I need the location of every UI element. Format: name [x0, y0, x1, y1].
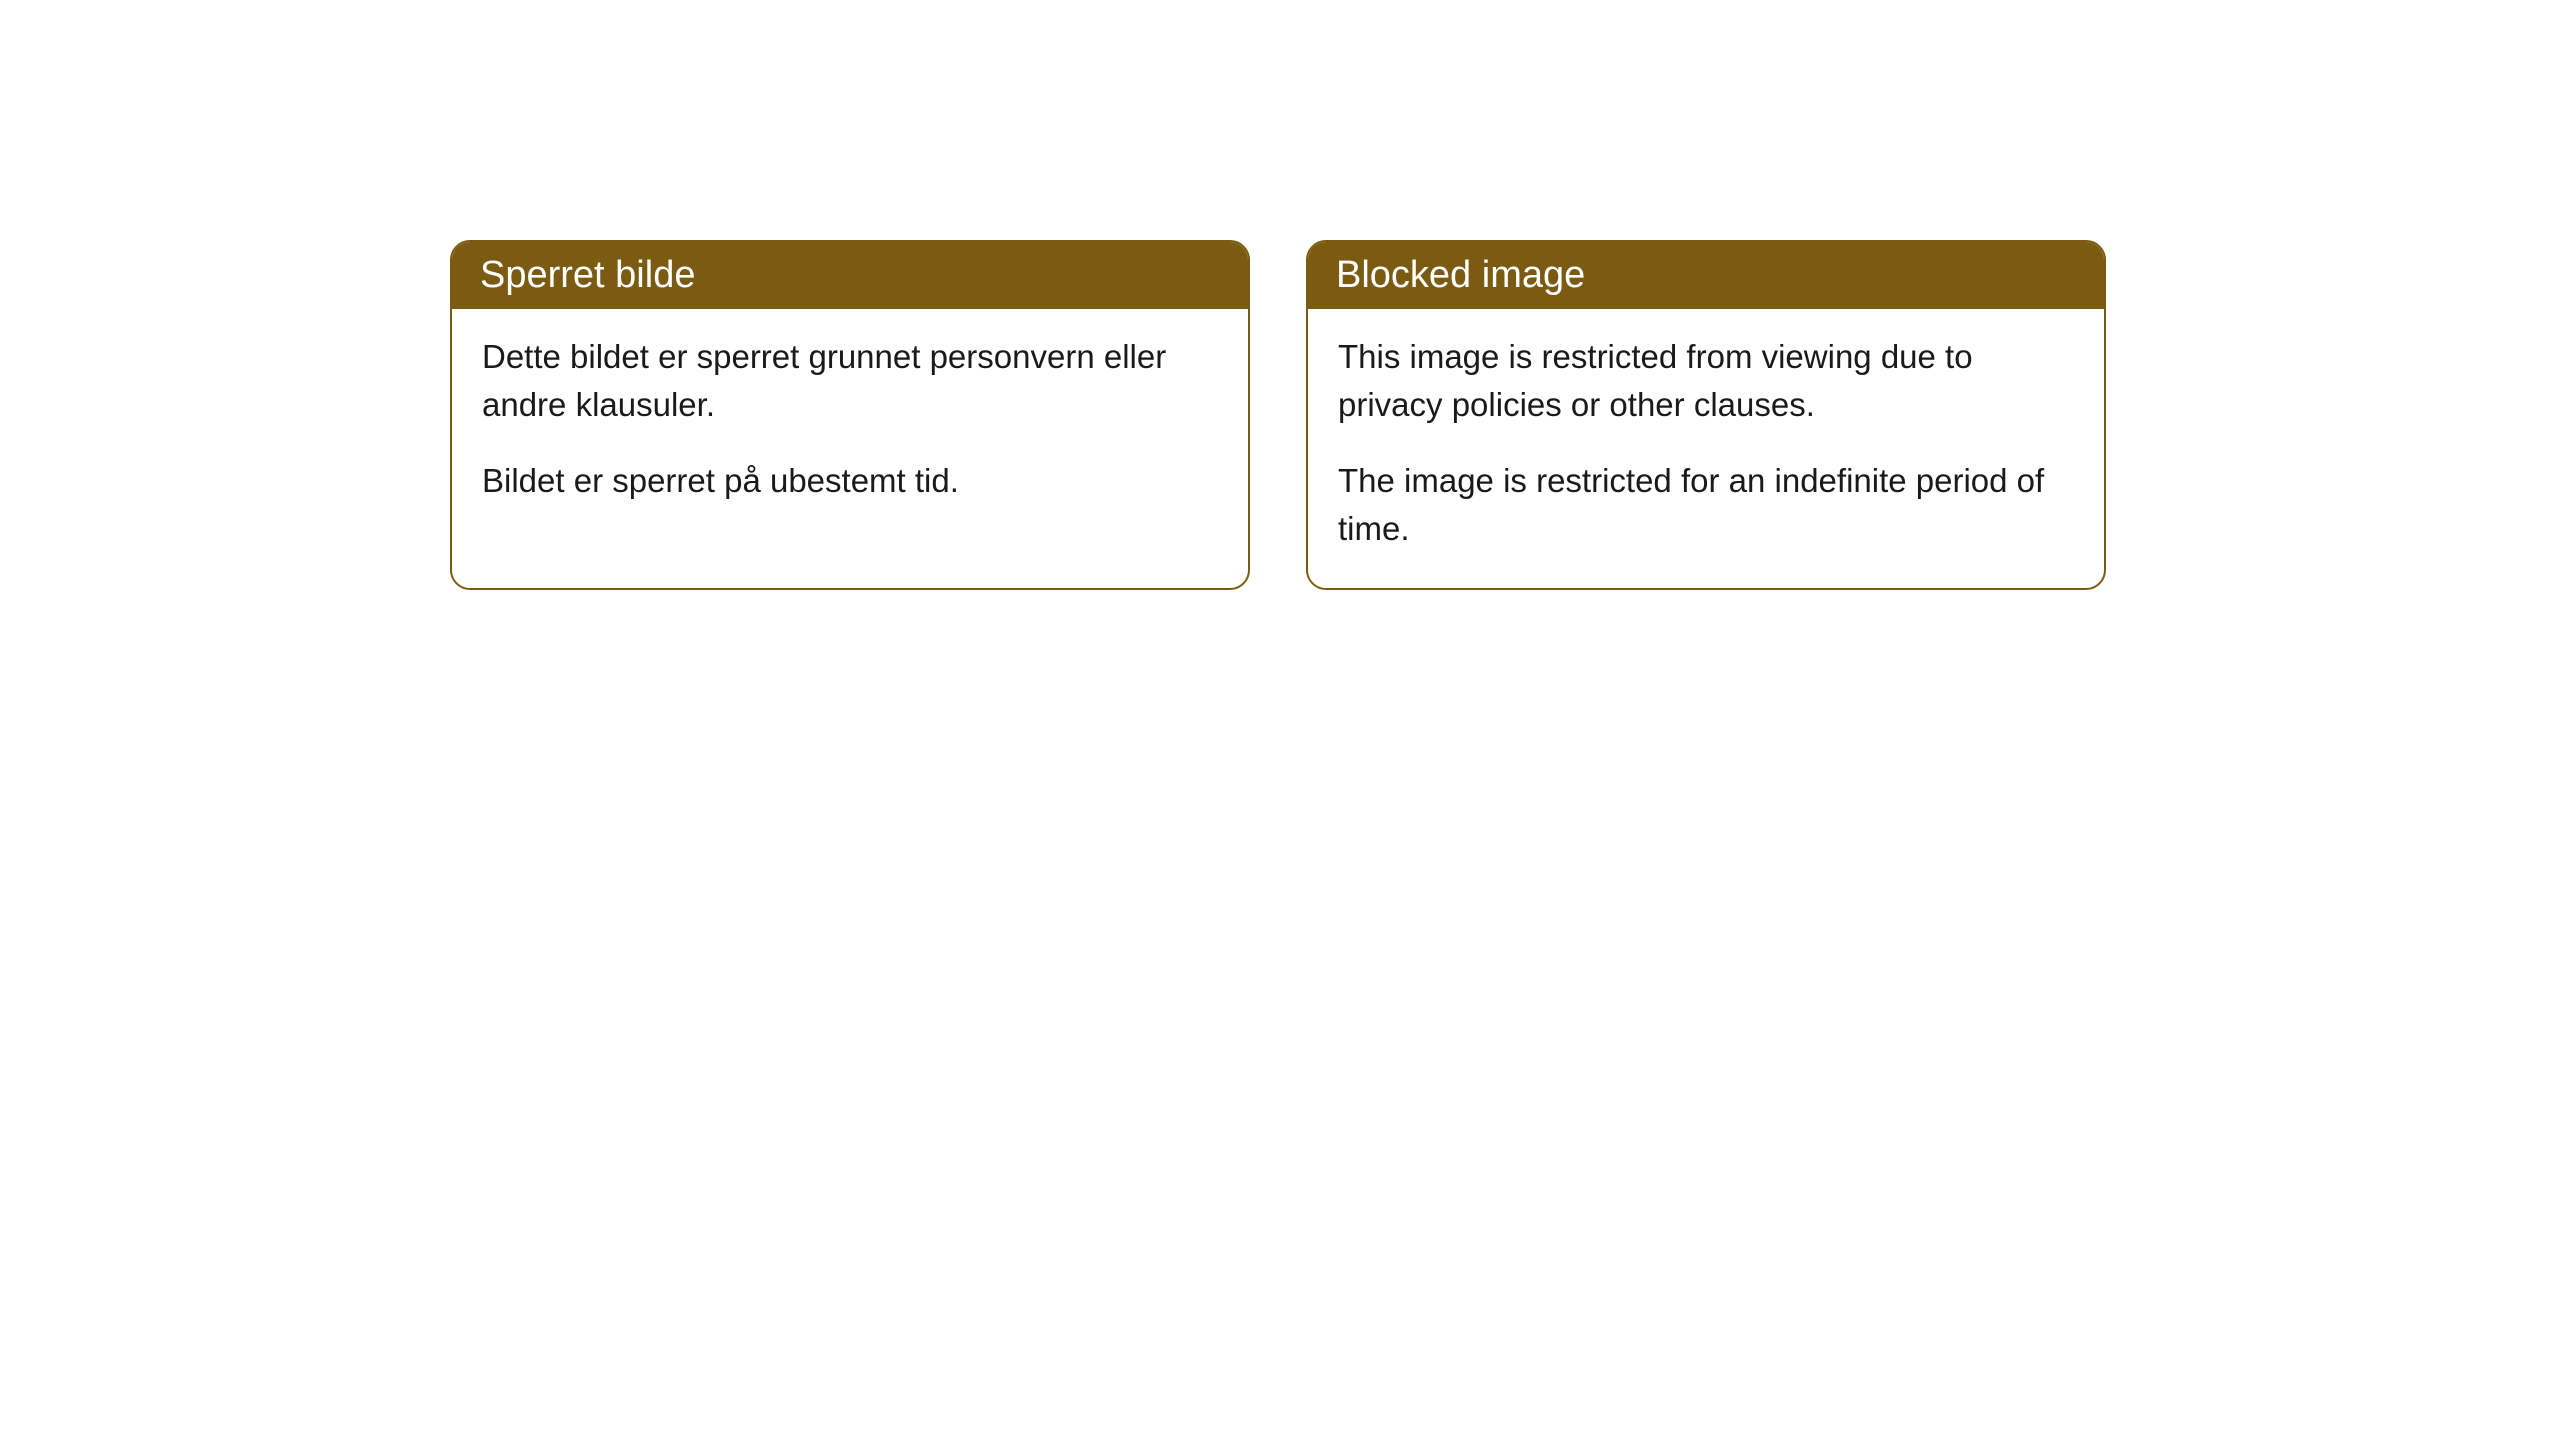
- card-header: Sperret bilde: [452, 242, 1248, 309]
- blocked-image-card-english: Blocked image This image is restricted f…: [1306, 240, 2106, 590]
- card-body: Dette bildet er sperret grunnet personve…: [452, 309, 1248, 541]
- card-paragraph: This image is restricted from viewing du…: [1338, 333, 2074, 429]
- card-title: Blocked image: [1336, 254, 1585, 296]
- card-header: Blocked image: [1308, 242, 2104, 309]
- card-paragraph: The image is restricted for an indefinit…: [1338, 457, 2074, 553]
- cards-container: Sperret bilde Dette bildet er sperret gr…: [450, 240, 2560, 590]
- blocked-image-card-norwegian: Sperret bilde Dette bildet er sperret gr…: [450, 240, 1250, 590]
- card-paragraph: Dette bildet er sperret grunnet personve…: [482, 333, 1218, 429]
- card-body: This image is restricted from viewing du…: [1308, 309, 2104, 588]
- card-title: Sperret bilde: [480, 254, 695, 296]
- card-paragraph: Bildet er sperret på ubestemt tid.: [482, 457, 1218, 505]
